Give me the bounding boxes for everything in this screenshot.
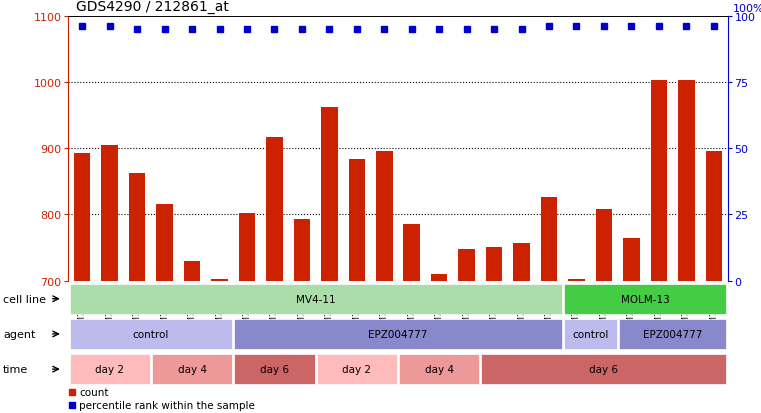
Text: EPZ004777: EPZ004777 (643, 329, 702, 339)
Text: MV4-11: MV4-11 (296, 294, 336, 304)
Bar (541, 197, 557, 281)
Bar (514, 244, 530, 281)
Text: count: count (79, 387, 109, 397)
Bar (403, 225, 420, 281)
Text: EPZ004777: EPZ004777 (368, 329, 428, 339)
Text: time: time (3, 364, 28, 374)
Bar (564, 319, 616, 349)
Bar (623, 239, 640, 281)
Text: day 4: day 4 (177, 364, 206, 374)
Bar (486, 248, 502, 281)
Text: cell line: cell line (3, 294, 46, 304)
Text: day 6: day 6 (590, 364, 619, 374)
Bar (678, 81, 695, 281)
Bar (184, 262, 200, 281)
Bar (74, 153, 91, 281)
Bar (152, 354, 232, 384)
Bar (705, 151, 722, 281)
Bar (69, 319, 232, 349)
Bar (399, 354, 479, 384)
Bar (321, 108, 338, 281)
Bar (129, 173, 145, 281)
Bar (156, 205, 173, 281)
Bar (651, 81, 667, 281)
Bar (69, 284, 562, 314)
Bar (564, 284, 727, 314)
Text: agent: agent (3, 329, 36, 339)
Bar (239, 214, 255, 281)
Bar (266, 138, 282, 281)
Text: day 2: day 2 (342, 364, 371, 374)
Text: control: control (572, 329, 608, 339)
Bar (212, 279, 228, 281)
Text: day 6: day 6 (260, 364, 289, 374)
Text: percentile rank within the sample: percentile rank within the sample (79, 400, 255, 410)
Text: control: control (132, 329, 169, 339)
Bar (619, 319, 727, 349)
Text: 100%: 100% (733, 4, 761, 14)
Bar (69, 354, 150, 384)
Text: day 2: day 2 (95, 364, 124, 374)
Bar (317, 354, 397, 384)
Bar (596, 209, 612, 281)
Bar (568, 279, 584, 281)
Bar (234, 319, 562, 349)
Text: day 4: day 4 (425, 364, 454, 374)
Bar (431, 274, 447, 281)
Bar (101, 145, 118, 281)
Bar (482, 354, 727, 384)
Bar (376, 151, 393, 281)
Text: MOLM-13: MOLM-13 (621, 294, 670, 304)
Bar (294, 219, 310, 281)
Bar (458, 249, 475, 281)
Bar (234, 354, 314, 384)
Bar (349, 159, 365, 281)
Text: GDS4290 / 212861_at: GDS4290 / 212861_at (76, 0, 229, 14)
